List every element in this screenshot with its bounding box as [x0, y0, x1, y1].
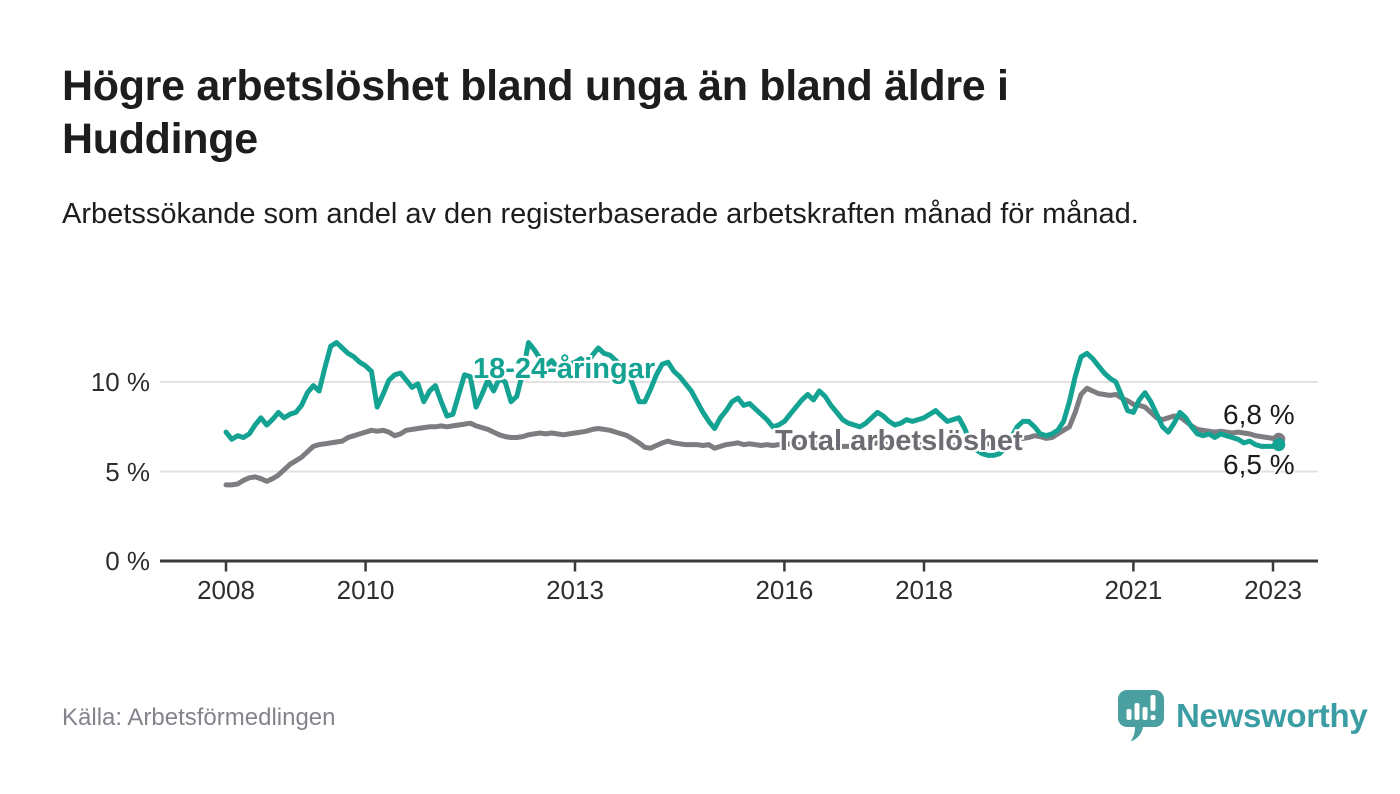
y-tick-label: 0 %	[105, 546, 150, 576]
x-tick-label: 2008	[197, 575, 255, 605]
y-tick-label: 10 %	[90, 367, 150, 397]
source-note: Källa: Arbetsförmedlingen	[62, 704, 336, 731]
y-tick-label: 5 %	[105, 456, 150, 487]
page-title: Högre arbetslöshet bland unga än bland ä…	[62, 62, 1009, 164]
series-end-dot-total	[1272, 432, 1286, 446]
page-subtitle: Arbetssökande som andel av den registerb…	[62, 198, 1139, 230]
x-tick-label: 2023	[1244, 575, 1302, 605]
series-label-total: Total arbetslöshet	[775, 425, 1023, 457]
x-tick-label: 2013	[546, 575, 604, 605]
value-label-total: 6,8 %	[1223, 399, 1295, 430]
series-label-youth: 18-24-åringar	[473, 353, 656, 385]
x-tick-label: 2018	[895, 575, 953, 605]
x-tick-label: 2021	[1104, 575, 1163, 605]
bar-chart-speech-bubble-icon	[1118, 690, 1164, 742]
x-tick-label: 2010	[336, 575, 395, 605]
newsworthy-logo: Newsworthy	[1115, 686, 1368, 746]
x-tick-label: 2016	[755, 575, 814, 605]
brand-name: Newsworthy	[1176, 697, 1368, 734]
series-line-youth	[223, 340, 1282, 458]
value-label-youth: 6,5 %	[1223, 449, 1295, 480]
series-line-total	[223, 385, 1282, 488]
